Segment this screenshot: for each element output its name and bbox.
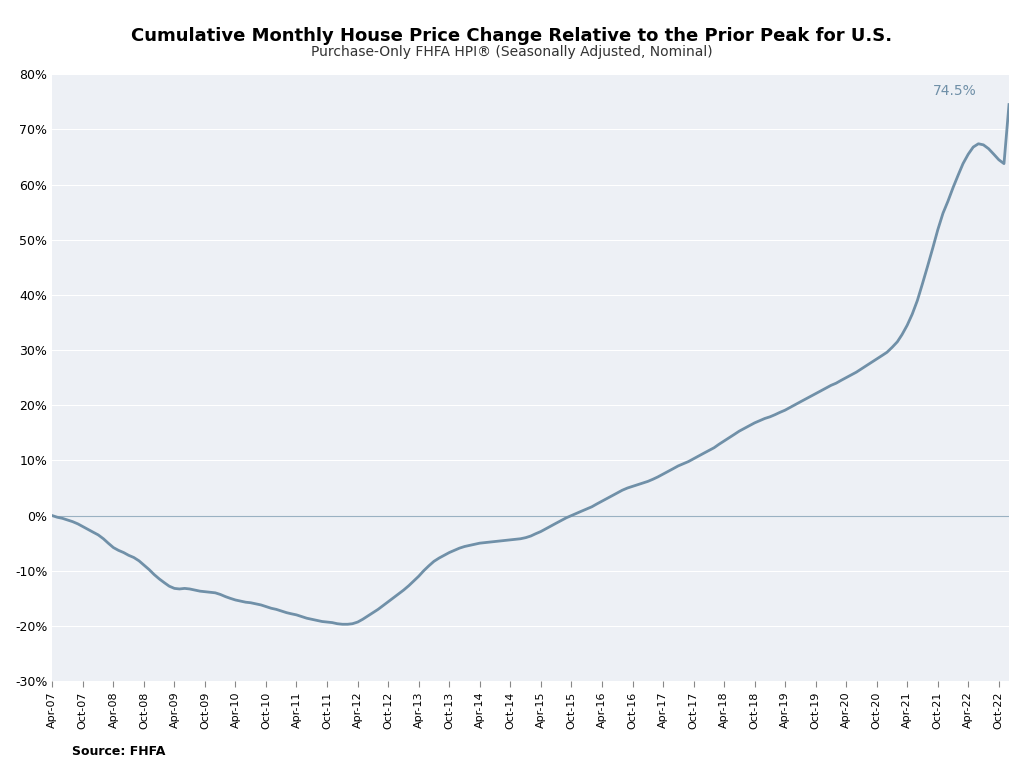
Text: Source: FHFA: Source: FHFA — [72, 745, 165, 758]
Text: Cumulative Monthly House Price Change Relative to the Prior Peak for U.S.: Cumulative Monthly House Price Change Re… — [131, 27, 893, 45]
Text: Purchase-Only FHFA HPI® (Seasonally Adjusted, Nominal): Purchase-Only FHFA HPI® (Seasonally Adju… — [311, 45, 713, 59]
Text: 74.5%: 74.5% — [933, 84, 976, 98]
